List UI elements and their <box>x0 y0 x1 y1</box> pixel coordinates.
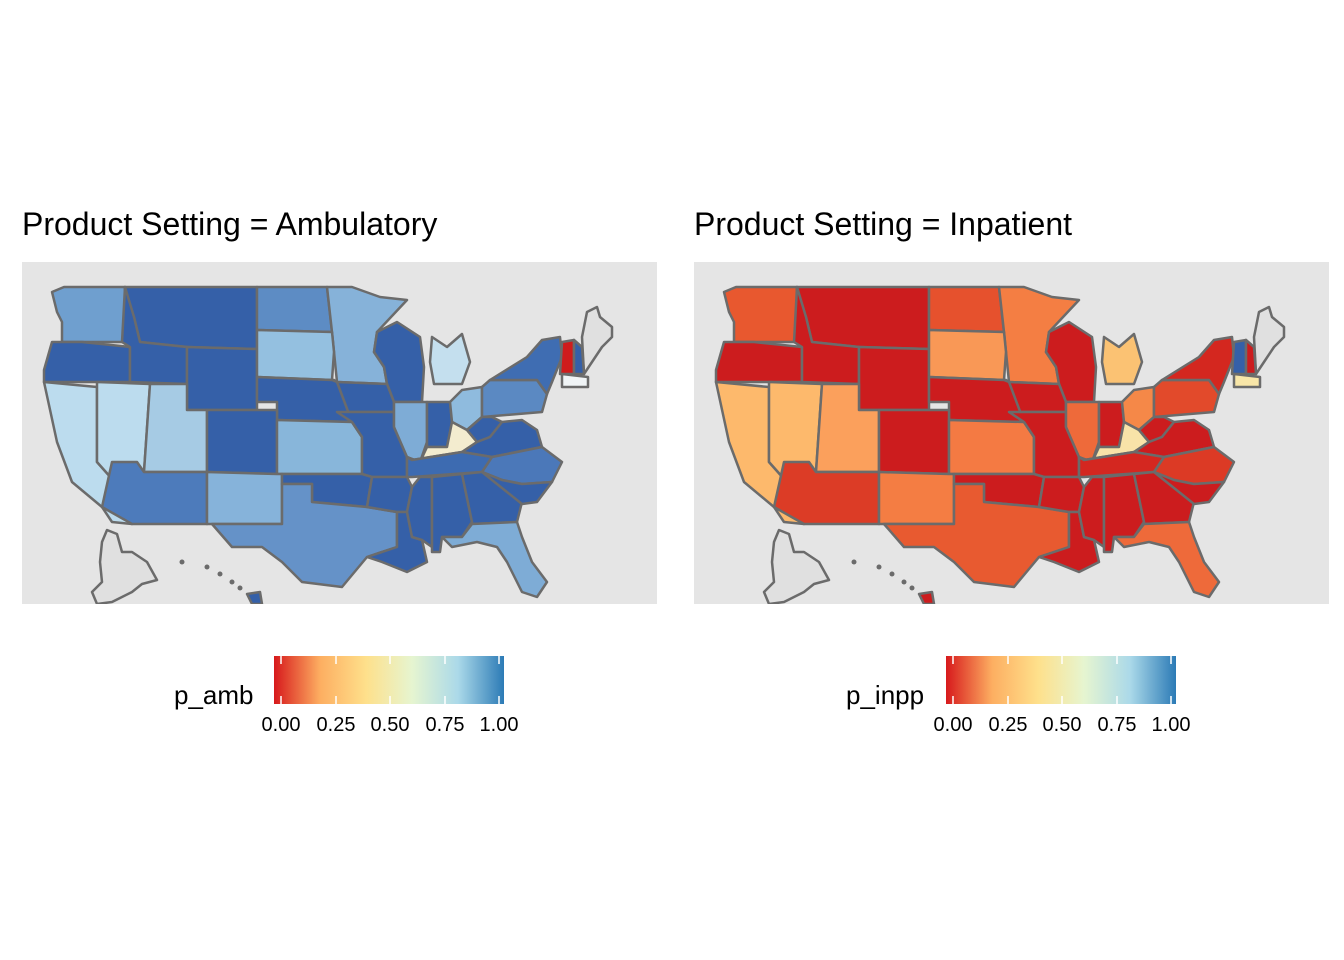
state-fla <box>1112 520 1221 599</box>
state-oreg <box>42 340 132 384</box>
panel-title-inpatient: Product Setting = Inpatient <box>694 206 1073 242</box>
state-oreg <box>714 340 804 384</box>
state-sc <box>480 470 554 506</box>
legend-title: p_inpp <box>846 680 925 710</box>
tick-label: 0.25 <box>316 714 356 736</box>
colorbar-inpatient <box>946 656 1176 704</box>
island-dot <box>237 585 243 591</box>
state-ark <box>365 475 414 514</box>
state-mass <box>1232 372 1262 389</box>
state-wyo <box>857 345 931 412</box>
colorbar-gradient <box>946 656 1176 704</box>
state-mich <box>1100 332 1144 386</box>
island-dot <box>901 579 907 585</box>
island-dot <box>179 559 185 565</box>
island-dot <box>229 579 235 585</box>
state-dak_n <box>255 285 334 334</box>
state-vt <box>1230 338 1248 376</box>
state-miss <box>405 475 434 549</box>
island-dot <box>204 564 210 570</box>
island-dot <box>876 564 882 570</box>
state-colo <box>877 408 951 476</box>
tick-label: 0.75 <box>425 714 465 736</box>
state-mich <box>428 332 472 386</box>
tick-label: 0.25 <box>988 714 1028 736</box>
us-map-ambulatory <box>42 285 614 604</box>
tick-label: 0.50 <box>1042 714 1082 736</box>
state-nh <box>1244 338 1258 376</box>
state-penn <box>1152 378 1221 419</box>
state-fla <box>440 520 549 599</box>
state-nmex <box>877 470 956 526</box>
panel-title-ambulatory: Product Setting = Ambulatory <box>22 206 438 242</box>
state-sc <box>1152 470 1226 506</box>
state-west <box>50 285 127 344</box>
alaska-shape <box>762 528 831 604</box>
state-ark <box>1037 475 1086 514</box>
state-hawaii <box>917 590 936 604</box>
state-kans <box>947 418 1036 476</box>
colorbar-gradient <box>274 656 504 704</box>
state-ariz <box>772 460 881 526</box>
state-ariz <box>100 460 209 526</box>
state-tex <box>882 482 1071 589</box>
us-map-inpatient <box>714 285 1286 604</box>
tick-label: 1.00 <box>479 714 519 736</box>
state-dak_s <box>255 328 336 382</box>
state-tex <box>210 482 399 589</box>
island-dot <box>889 571 895 577</box>
alaska-shape <box>90 528 159 604</box>
state-west <box>722 285 799 344</box>
state-dak_s <box>927 328 1008 382</box>
state-nmex <box>205 470 284 526</box>
state-hawaii <box>245 590 264 604</box>
state-mont <box>795 285 931 351</box>
state-wyo <box>185 345 259 412</box>
island-dot <box>217 571 223 577</box>
tick-label: 0.00 <box>261 714 301 736</box>
state-colo <box>205 408 279 476</box>
maine-shape <box>580 305 614 376</box>
state-nh <box>572 338 586 376</box>
state-miss <box>1077 475 1106 549</box>
legend-title: p_amb <box>174 680 254 710</box>
map-panel-inpatient <box>694 262 1329 604</box>
island-dot <box>851 559 857 565</box>
state-vt <box>558 338 576 376</box>
tick-label: 1.00 <box>1151 714 1191 736</box>
maine-shape <box>1252 305 1286 376</box>
state-dak_n <box>927 285 1006 334</box>
tick-label: 0.75 <box>1097 714 1137 736</box>
state-kans <box>275 418 364 476</box>
tick-label: 0.50 <box>370 714 410 736</box>
colorbar-ambulatory <box>274 656 504 704</box>
tick-label: 0.00 <box>933 714 973 736</box>
island-dot <box>909 585 915 591</box>
state-mont <box>123 285 259 351</box>
map-panel-ambulatory <box>22 262 657 604</box>
state-penn <box>480 378 549 419</box>
state-mass <box>560 372 590 389</box>
